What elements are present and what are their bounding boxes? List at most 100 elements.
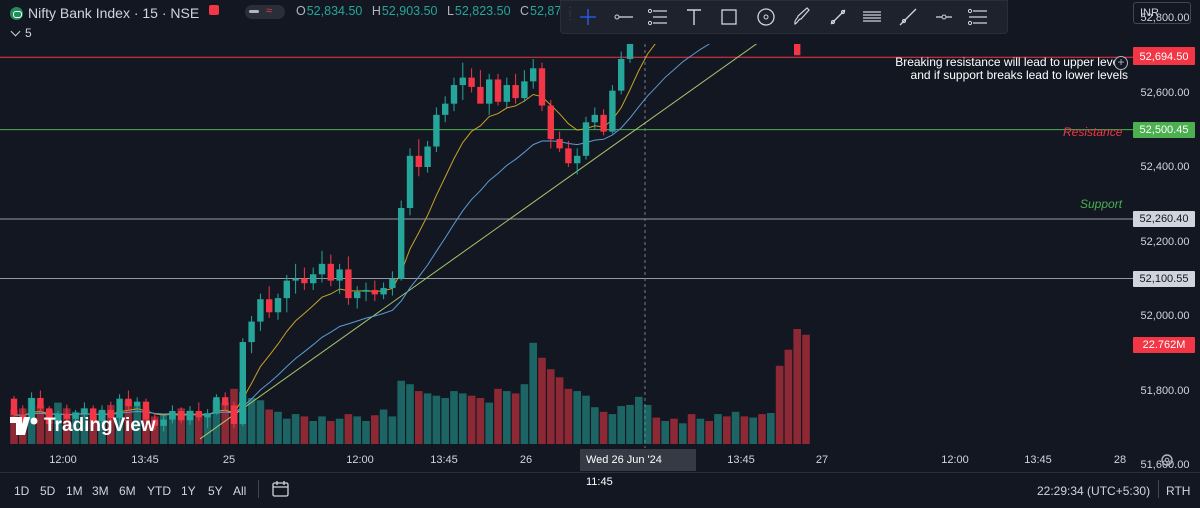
ray-icon[interactable] [825, 4, 851, 30]
candle[interactable] [195, 402, 202, 422]
candle[interactable] [494, 73, 502, 106]
candle[interactable] [538, 62, 546, 112]
candle[interactable] [486, 73, 493, 115]
candle[interactable] [10, 396, 18, 420]
candle[interactable] [222, 392, 229, 411]
candle[interactable] [142, 398, 150, 423]
candle[interactable] [186, 406, 194, 425]
candle[interactable] [292, 263, 299, 294]
candle[interactable] [530, 58, 537, 89]
candle[interactable] [468, 68, 475, 93]
candle[interactable] [318, 250, 326, 283]
candle[interactable] [794, 44, 801, 56]
candle[interactable] [609, 85, 616, 134]
toolbar-grip-icon[interactable]: ⋮ ⋮ [565, 6, 575, 22]
timeframe-ytd-button[interactable]: YTD [147, 484, 171, 498]
candle[interactable] [248, 316, 255, 354]
currency-select[interactable]: INR [1133, 2, 1191, 24]
candle[interactable] [204, 409, 211, 428]
symbol-title[interactable]: Nifty Bank Index · 15 · NSE [10, 5, 199, 21]
candle[interactable] [459, 62, 466, 100]
timeframe-1m-button[interactable]: 1M [66, 484, 83, 498]
candle[interactable] [310, 267, 317, 290]
chart-annotation[interactable]: Breaking resistance will lead to upper l… [836, 56, 1128, 82]
indicators-toggle[interactable]: 5 [10, 26, 32, 40]
candle[interactable] [81, 402, 88, 418]
horizontal-line-icon[interactable] [611, 4, 637, 30]
candle[interactable] [565, 140, 572, 167]
candle[interactable] [521, 70, 528, 102]
candle[interactable] [239, 338, 246, 426]
candle[interactable] [90, 405, 97, 426]
candle[interactable] [398, 200, 405, 281]
candle[interactable] [125, 390, 132, 411]
time-axis[interactable]: 12:00 13:45 25 12:00 13:45 26 13:45 27 12:00 13:4… [0, 448, 1200, 472]
candle[interactable] [116, 394, 123, 428]
horizontal-ray-icon[interactable] [931, 4, 957, 30]
candle[interactable] [46, 406, 53, 428]
candle[interactable] [98, 405, 106, 425]
candle[interactable] [230, 401, 238, 428]
support-label[interactable]: Support [1080, 197, 1123, 211]
candle[interactable] [72, 409, 79, 424]
candle[interactable] [160, 415, 167, 432]
compare-icon[interactable]: ≈ [266, 5, 273, 17]
timeframe-all-button[interactable]: All [233, 484, 247, 498]
candle[interactable] [274, 293, 282, 320]
resistance-label[interactable]: Resistance [1063, 125, 1123, 139]
candle[interactable] [107, 401, 114, 421]
crosshair-icon[interactable] [575, 4, 601, 30]
candle[interactable] [406, 148, 414, 216]
timeframe-6m-button[interactable]: 6M [119, 484, 136, 498]
price-chart[interactable] [0, 44, 1133, 448]
session-toggle[interactable]: RTH [1166, 484, 1191, 498]
candle[interactable] [380, 282, 387, 300]
candle[interactable] [556, 131, 563, 153]
candle[interactable] [618, 51, 625, 95]
market-closed-icon[interactable] [209, 5, 219, 15]
candle[interactable] [327, 254, 334, 287]
timeframe-1y-button[interactable]: 1Y [181, 484, 196, 498]
gear-icon[interactable] [1159, 452, 1175, 468]
parallel-channel-icon[interactable] [859, 4, 885, 30]
candle[interactable] [213, 394, 220, 415]
tradingview-logo[interactable]: TradingView [10, 415, 156, 437]
candle[interactable] [345, 256, 352, 305]
candle[interactable] [626, 44, 634, 63]
candle[interactable] [178, 407, 185, 424]
timeframe-1d-button[interactable]: 1D [14, 484, 30, 498]
add-alert-icon[interactable]: + [1114, 56, 1128, 70]
candle[interactable] [257, 293, 264, 331]
candle[interactable] [442, 96, 449, 123]
candle[interactable] [582, 116, 590, 160]
calendar-range-icon[interactable] [271, 480, 291, 498]
text-icon[interactable] [681, 4, 707, 30]
candle[interactable] [389, 271, 396, 296]
visibility-toggle[interactable] [245, 5, 285, 19]
candle[interactable] [512, 73, 519, 104]
fib-retracement-icon[interactable] [645, 4, 671, 30]
timeframe-5y-button[interactable]: 5Y [208, 484, 223, 498]
circle-icon[interactable] [753, 4, 779, 30]
candle[interactable] [134, 397, 141, 413]
extended-line-icon[interactable] [895, 4, 921, 30]
price-axis[interactable]: 52,800.00 52,600.00 52,400.00 52,200.00 52,0… [1133, 0, 1200, 471]
candle[interactable] [169, 405, 176, 424]
candle[interactable] [336, 263, 343, 294]
candle[interactable] [37, 390, 44, 413]
candle[interactable] [151, 412, 158, 430]
candle[interactable] [301, 267, 308, 290]
candle[interactable] [283, 275, 290, 313]
timeframe-3m-button[interactable]: 3M [92, 484, 109, 498]
candle[interactable] [477, 70, 484, 104]
rectangle-icon[interactable] [716, 4, 742, 30]
candle[interactable] [424, 140, 431, 173]
candle[interactable] [354, 286, 361, 309]
candle[interactable] [415, 139, 422, 177]
clock[interactable]: 22:29:34 (UTC+5:30) [1037, 484, 1151, 498]
candle[interactable] [371, 280, 378, 302]
candle[interactable] [362, 282, 370, 302]
candle[interactable] [547, 99, 554, 149]
candle[interactable] [591, 107, 598, 130]
candle[interactable] [266, 286, 273, 318]
